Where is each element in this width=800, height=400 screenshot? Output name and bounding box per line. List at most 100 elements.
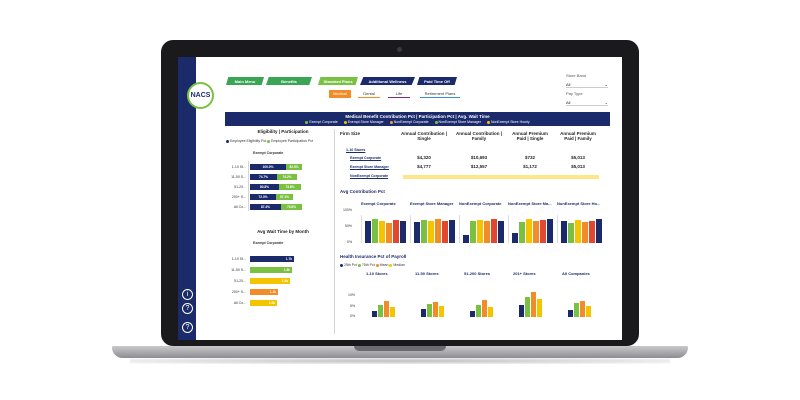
- bar: [414, 222, 420, 243]
- cell: $10,693: [470, 155, 488, 160]
- bar: [568, 223, 574, 243]
- bar-wait: 1.0k: [250, 300, 277, 306]
- wait-title: Avg Wait Time by Month: [257, 229, 309, 234]
- help-icon[interactable]: ?: [182, 303, 193, 314]
- bar-label: All Co...: [233, 301, 246, 305]
- bar: [400, 221, 406, 243]
- legend-item: NonExempt Corporate: [389, 120, 429, 124]
- legend-item: Exempt Corporate: [305, 120, 338, 124]
- bar: [372, 311, 377, 317]
- tab-additional-wellness[interactable]: Additional Wellness: [360, 77, 415, 85]
- panel-title: 51-200 Stores: [464, 271, 491, 276]
- row-label[interactable]: Exempt Store Manager: [350, 165, 389, 169]
- bar-row: 100.0% 82.3%: [250, 164, 302, 170]
- bar-row: 1.1k: [250, 289, 278, 295]
- cell: $732: [524, 155, 535, 160]
- bar-row: 1.6k: [250, 267, 292, 273]
- panel-title: All Companies: [562, 271, 590, 276]
- y-tick: 5%: [350, 304, 356, 308]
- y-tick: 100%: [343, 208, 352, 212]
- bar: [582, 222, 588, 243]
- group-label[interactable]: 1-10 Stores: [346, 148, 366, 152]
- bar-row: 72.3% 57.1%: [250, 194, 293, 200]
- bar-participation: 79.8%: [281, 204, 302, 210]
- tab-standard-plans[interactable]: Standard Plans: [318, 77, 358, 85]
- bar: [533, 221, 539, 243]
- mini-bar-panel: [508, 215, 553, 243]
- subtab-retirement-plans[interactable]: Retirement Plans: [420, 90, 460, 98]
- chevron-down-icon: ⌄: [604, 82, 608, 87]
- bar: [433, 302, 438, 317]
- bar-label: 200+ S...: [231, 195, 246, 199]
- cell: $5,013: [571, 155, 585, 160]
- pay-type-select[interactable]: All ⌄: [566, 100, 608, 106]
- help-icon-bottom[interactable]: ?: [182, 322, 193, 333]
- bar: [526, 219, 532, 243]
- mini-bar-panel: [459, 215, 504, 243]
- bar: [574, 303, 579, 317]
- cell: $4,320: [417, 155, 431, 160]
- mini-bar-panel: [415, 285, 455, 317]
- tab-paid-time-off[interactable]: Paid Time Off: [417, 77, 457, 85]
- bar-row: 1.7k: [250, 256, 294, 262]
- nacs-logo: NACS: [187, 82, 214, 109]
- mini-bar-panel: [464, 285, 504, 317]
- bar: [596, 219, 602, 243]
- bar-participation: 74.2%: [277, 174, 297, 180]
- y-tick: 0%: [350, 314, 356, 318]
- laptop-shadow: [130, 358, 670, 364]
- mini-bar-panel: [366, 285, 406, 317]
- empty-row-highlight: [403, 175, 599, 179]
- subtab-dental[interactable]: Dental: [358, 90, 380, 98]
- bar: [589, 221, 595, 243]
- bar: [372, 219, 378, 243]
- bar-row: 80.8% 73.6%: [250, 184, 301, 190]
- bar: [386, 223, 392, 243]
- header-premium-single: Annual Premium Paid | Single: [512, 131, 548, 141]
- legend-item: Exempt Store Manager: [343, 120, 384, 124]
- bar-eligibility: 80.8%: [250, 184, 279, 190]
- bar: [393, 220, 399, 243]
- cell: $5,013: [571, 164, 585, 169]
- bar: [540, 220, 546, 243]
- bar-label: 51-20...: [234, 279, 246, 283]
- cell: $1,172: [523, 164, 537, 169]
- bar-label: 11-50 S...: [231, 175, 246, 179]
- panel-divider: [334, 129, 335, 334]
- store-band-select[interactable]: All ⌄: [566, 82, 608, 88]
- bar: [442, 221, 448, 243]
- subtab-life[interactable]: Life: [388, 90, 410, 98]
- panel-title: NonExempt Corporate: [459, 201, 502, 206]
- bar: [378, 305, 383, 317]
- chevron-down-icon: ⌄: [604, 100, 608, 105]
- bar: [476, 305, 481, 317]
- mini-bar-panel: [557, 215, 602, 243]
- health-title: Health Insurance Pct of Payroll: [340, 254, 407, 259]
- bar: [470, 311, 475, 317]
- bar: [491, 219, 497, 243]
- panel-title: 1-10 Stores: [366, 271, 388, 276]
- subtab-medical[interactable]: Medical: [329, 90, 351, 98]
- bar-participation: 82.3%: [286, 164, 302, 170]
- tab-benefits[interactable]: Benefits: [266, 77, 312, 85]
- store-band-value: All: [566, 82, 571, 87]
- bar: [439, 306, 444, 317]
- panel-title: 11-50 Stores: [415, 271, 439, 276]
- tab-main-menu[interactable]: Main Menu: [226, 77, 264, 85]
- bar-label: All Co...: [233, 205, 246, 209]
- row-label[interactable]: NonExempt Corporate: [350, 174, 389, 178]
- bar: [525, 297, 530, 317]
- bar: [482, 300, 487, 317]
- info-icon[interactable]: i: [182, 289, 193, 300]
- bar: [421, 220, 427, 243]
- header-firm-size: Firm Size: [340, 131, 361, 136]
- row-label[interactable]: Exempt Corporate: [350, 156, 382, 160]
- laptop-notch: [354, 346, 446, 351]
- dashboard-screen: i ? ? NACS Main Menu Benefits Standard P…: [178, 57, 622, 340]
- banner-title: Medical Benefit Contribution Pct | Parti…: [345, 114, 490, 119]
- legend-item: NonExempt Store Hourly: [486, 120, 530, 124]
- bar: [390, 307, 395, 317]
- bar: [427, 304, 432, 317]
- bar-wait: 1.1k: [250, 289, 278, 295]
- bar-wait: 1.6k: [250, 267, 292, 273]
